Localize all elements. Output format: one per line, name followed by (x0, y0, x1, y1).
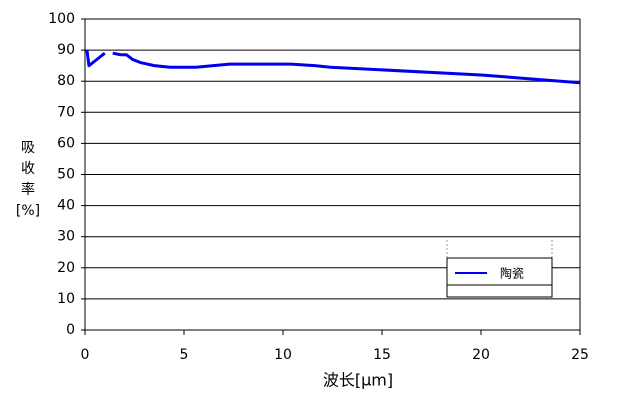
y-tick-label: 60 (57, 135, 75, 151)
y-tick-label: 50 (57, 167, 75, 183)
x-tick-label: 0 (81, 347, 90, 363)
y-tick-label: 20 (57, 260, 75, 276)
y-axis-label: 吸 (21, 140, 35, 156)
y-tick-label: 80 (57, 73, 75, 89)
data-line (85, 49, 581, 85)
x-tick-label: 5 (180, 347, 189, 363)
y-axis-label: [%] (16, 203, 40, 219)
y-axis-label: 率 (21, 181, 35, 198)
x-tick-label: 25 (571, 347, 589, 363)
y-tick-label: 10 (57, 291, 75, 307)
y-tick-label: 100 (48, 11, 75, 27)
x-tick-label: 15 (373, 347, 391, 363)
y-tick-label: 30 (57, 229, 75, 245)
y-axis-label: 收 (21, 161, 35, 177)
x-tick-label: 10 (274, 347, 292, 363)
y-tick-label: 70 (57, 104, 75, 120)
y-tick-label: 0 (66, 322, 75, 338)
legend-box (446, 257, 553, 298)
y-tick-label: 40 (57, 198, 75, 214)
x-tick-label: 20 (472, 347, 490, 363)
y-tick-label: 90 (57, 42, 75, 58)
x-axis-label: 波长[μm] (323, 371, 393, 390)
legend-label: 陶瓷 (500, 266, 524, 281)
